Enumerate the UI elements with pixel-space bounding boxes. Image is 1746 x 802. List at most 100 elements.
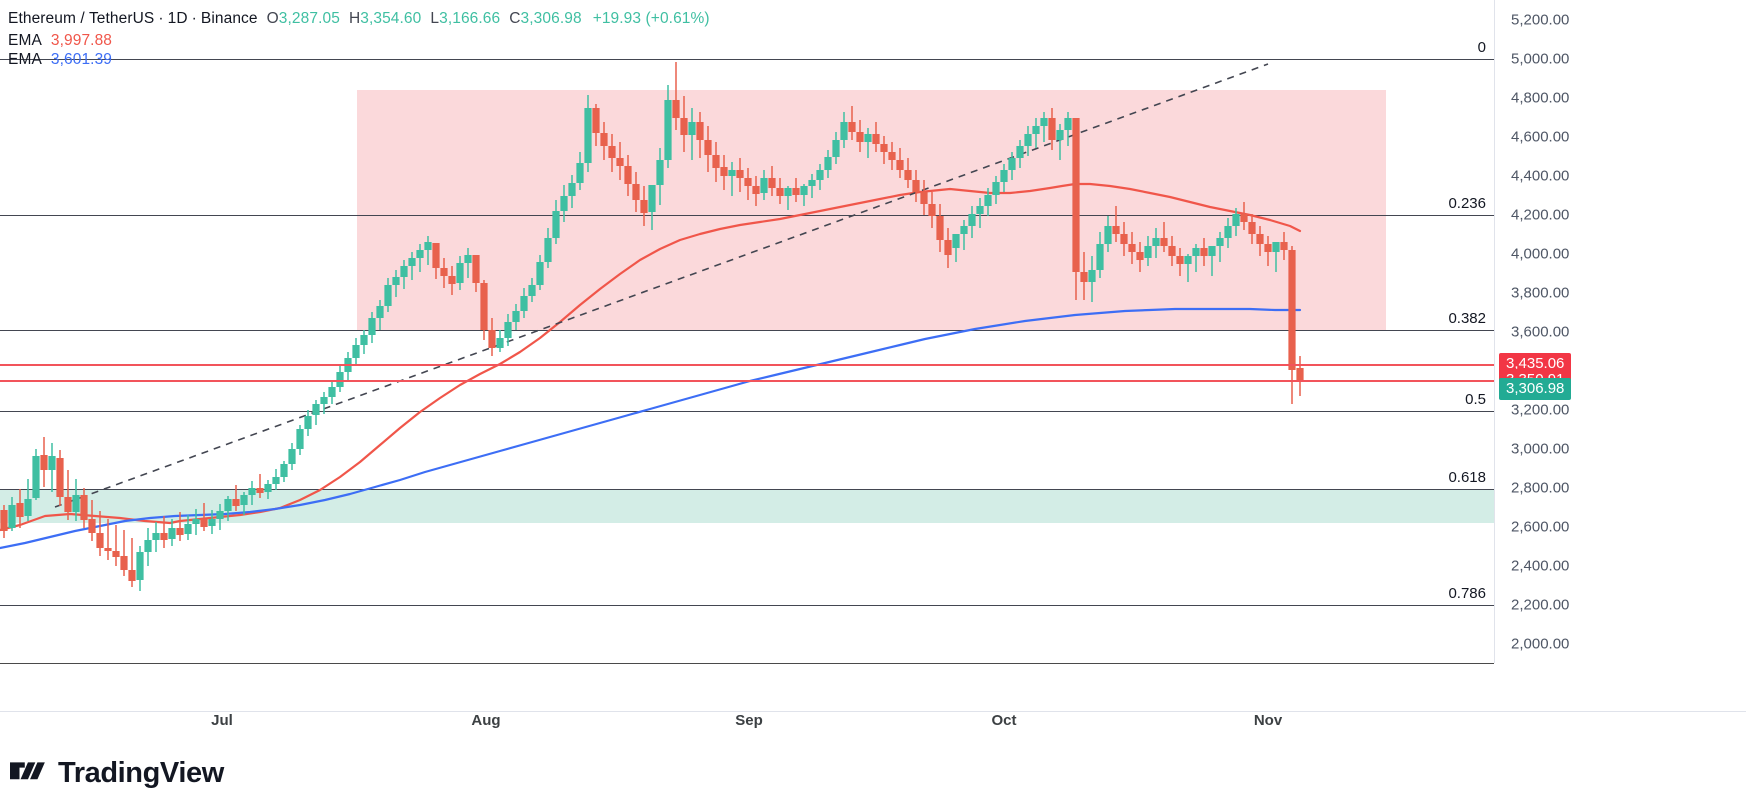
candle — [464, 248, 472, 278]
candle — [16, 489, 24, 528]
candle — [1152, 228, 1160, 258]
candle — [1008, 152, 1016, 180]
fib-line-0[interactable] — [0, 58, 1494, 60]
candle — [1088, 256, 1096, 302]
fib-line-0.786[interactable] — [0, 605, 1494, 607]
candle — [416, 244, 424, 272]
legend-change: +19.93 (+0.61%) — [592, 9, 710, 27]
candle — [680, 96, 688, 152]
candle — [984, 188, 992, 216]
legend-symbol[interactable]: Ethereum / TetherUS — [8, 9, 155, 27]
candle — [1264, 236, 1272, 266]
candle — [96, 511, 104, 556]
candle — [616, 142, 624, 180]
candle — [1280, 232, 1288, 260]
legend-indicator-row-2[interactable]: EMA 3,601.39 — [8, 50, 710, 69]
fib-line-0.618[interactable] — [0, 489, 1494, 491]
candle — [528, 278, 536, 302]
candle — [1192, 244, 1200, 272]
candle — [728, 162, 736, 196]
candle — [432, 243, 440, 279]
candle — [760, 170, 768, 200]
candle — [584, 95, 592, 172]
time-axis-top-border — [0, 711, 1746, 712]
candle — [672, 62, 680, 130]
legend-exchange[interactable]: Binance — [200, 9, 258, 27]
alert-line-0[interactable] — [0, 363, 1494, 366]
indicator-1-name: EMA — [8, 31, 42, 49]
candle — [1296, 356, 1304, 396]
candle — [944, 228, 952, 268]
candle — [128, 538, 136, 587]
price-axis[interactable]: 5,200.00 5,000.00 4,800.00 4,600.00 4,400.00… — [1495, 0, 1746, 663]
candle — [808, 174, 816, 198]
candle — [376, 300, 384, 330]
candle — [504, 314, 512, 346]
candle — [1144, 236, 1152, 266]
candle — [824, 150, 832, 178]
candle — [192, 509, 200, 535]
chart-legend[interactable]: Ethereum / TetherUS · 1D · Binance O 3,2… — [8, 9, 710, 69]
candle — [320, 392, 328, 414]
candle — [136, 546, 144, 591]
legend-high-value: 3,354.60 — [360, 9, 422, 27]
legend-low-key: L — [430, 9, 440, 27]
candle — [968, 206, 976, 238]
legend-symbol-row[interactable]: Ethereum / TetherUS · 1D · Binance O 3,2… — [8, 9, 710, 28]
chart-pane[interactable] — [0, 0, 1494, 663]
candle — [952, 234, 960, 262]
time-tick-label: Oct — [991, 712, 1017, 729]
price-tick-label: 3,000.00 — [1511, 440, 1570, 457]
alert-line-1[interactable] — [0, 380, 1494, 383]
candle — [800, 184, 808, 206]
candle — [1128, 232, 1136, 264]
fib-label-0.618: 0.618 — [1448, 469, 1486, 487]
candle — [600, 122, 608, 160]
candle — [384, 278, 392, 312]
candle — [112, 525, 120, 566]
legend-low-value: 3,166.66 — [439, 9, 501, 27]
price-tag-last-price[interactable]: 3,306.98 — [1499, 377, 1572, 400]
tradingview-logo[interactable]: TradingView — [10, 757, 224, 790]
time-axis[interactable]: Jul Aug Sep Oct Nov — [0, 664, 1746, 746]
candle — [408, 252, 416, 280]
candle — [440, 258, 448, 288]
candle — [72, 479, 80, 521]
candle — [1096, 232, 1104, 278]
legend-indicator-row-1[interactable]: EMA 3,997.88 — [8, 31, 710, 50]
tradingview-mark-icon — [10, 761, 45, 779]
candle — [928, 192, 936, 228]
candle — [512, 304, 520, 330]
candle — [8, 497, 16, 531]
candle — [592, 104, 600, 146]
candle — [264, 480, 272, 499]
candle — [272, 469, 280, 490]
candle — [1032, 118, 1040, 148]
candle — [328, 381, 336, 404]
candle — [1184, 254, 1192, 282]
tradingview-wordmark: TradingView — [58, 757, 224, 789]
fib-label-0.382: 0.382 — [1448, 309, 1486, 327]
price-tick-label: 2,000.00 — [1511, 635, 1570, 652]
legend-interval[interactable]: 1D — [167, 9, 188, 27]
candle — [720, 155, 728, 190]
candle — [456, 256, 464, 290]
candle — [992, 176, 1000, 204]
candle — [488, 318, 496, 356]
candle — [640, 186, 648, 226]
candle — [288, 443, 296, 470]
candle — [552, 200, 560, 244]
candle — [1024, 126, 1032, 156]
candle — [1240, 202, 1248, 230]
candle — [696, 112, 704, 158]
candle — [80, 488, 88, 528]
candle — [200, 503, 208, 531]
fib-line-0.236[interactable] — [0, 214, 1494, 216]
candle — [1256, 226, 1264, 256]
candle — [1072, 118, 1080, 300]
fib-line-0.382[interactable] — [0, 329, 1494, 331]
candle — [1136, 242, 1144, 272]
legend-sep-2: · — [191, 9, 197, 27]
fib-line-0.5[interactable] — [0, 411, 1494, 413]
